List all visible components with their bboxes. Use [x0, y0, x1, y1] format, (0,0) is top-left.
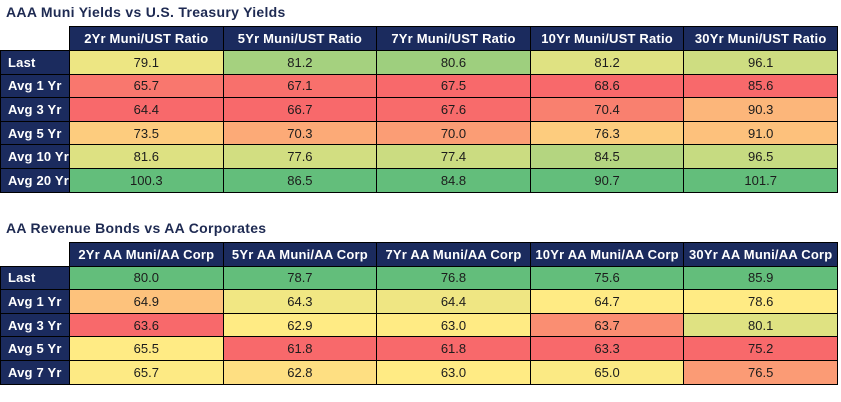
row-label: Last [0, 50, 70, 75]
heatmap-cell: 65.0 [529, 359, 685, 385]
heatmap-cell: 66.7 [222, 97, 378, 122]
heatmap-cell: 64.3 [222, 289, 378, 314]
heatmap-cell: 64.4 [69, 97, 224, 122]
heatmap-cell: 96.5 [683, 144, 838, 169]
table-row: Avg 20 Yr 100.3 86.5 84.8 90.7 101.7 [0, 167, 838, 193]
heatmap-cell: 67.5 [376, 73, 531, 99]
heatmap-cell: 64.7 [529, 289, 685, 314]
heatmap-cell: 80.1 [683, 312, 838, 338]
heatmap-cell: 78.6 [683, 289, 838, 314]
row-label: Avg 20 Yr [0, 167, 70, 193]
table-row: Avg 5 Yr 73.5 70.3 70.0 76.3 91.0 [0, 120, 838, 146]
heatmap-cell: 84.5 [529, 144, 685, 169]
heatmap-cell: 77.4 [376, 144, 531, 169]
table-row: Avg 3 Yr 63.6 62.9 63.0 63.7 80.1 [0, 312, 838, 338]
heatmap-cell: 65.7 [69, 359, 224, 385]
table-row: Avg 3 Yr 64.4 66.7 67.6 70.4 90.3 [0, 97, 838, 122]
column-header: 5Yr AA Muni/AA Corp [222, 241, 378, 267]
table-row: Avg 5 Yr 65.5 61.8 61.8 63.3 75.2 [0, 336, 838, 361]
heatmap-cell: 81.2 [222, 50, 378, 75]
heatmap-cell: 77.6 [222, 144, 378, 169]
heatmap-cell: 80.6 [376, 50, 531, 75]
heatmap-cell: 90.7 [529, 167, 685, 193]
table-row: Last 80.0 78.7 76.8 75.6 85.9 [0, 265, 838, 291]
table-row: Avg 7 Yr 65.7 62.8 63.0 65.0 76.5 [0, 359, 838, 385]
column-header: 30Yr Muni/UST Ratio [683, 26, 838, 51]
heatmap-cell: 80.0 [69, 265, 224, 291]
heatmap-cell: 70.4 [529, 97, 685, 122]
column-header: 2Yr Muni/UST Ratio [69, 26, 224, 51]
header-row: 2Yr AA Muni/AA Corp 5Yr AA Muni/AA Corp 7Y… [1, 241, 838, 267]
header-row: 2Yr Muni/UST Ratio 5Yr Muni/UST Ratio 7Yr … [1, 26, 838, 51]
table-row: Avg 1 Yr 65.7 67.1 67.5 68.6 85.6 [0, 73, 838, 99]
heatmap-cell: 67.6 [376, 97, 531, 122]
row-label: Avg 3 Yr [0, 97, 70, 122]
heatmap-cell: 65.7 [69, 73, 224, 99]
heatmap-cell: 86.5 [222, 167, 378, 193]
heatmap-cell: 91.0 [683, 120, 838, 146]
heatmap-cell: 76.3 [529, 120, 685, 146]
column-header: 7Yr Muni/UST Ratio [376, 26, 531, 51]
heatmap-cell: 78.7 [222, 265, 378, 291]
heatmap-cell: 61.8 [222, 336, 378, 361]
corner-cell [1, 27, 70, 51]
heatmap-cell: 68.6 [529, 73, 685, 99]
heatmap-cell: 75.2 [683, 336, 838, 361]
column-header: 10Yr Muni/UST Ratio [529, 26, 685, 51]
heatmap-cell: 61.8 [376, 336, 531, 361]
heatmap-cell: 70.3 [222, 120, 378, 146]
corner-cell [1, 242, 70, 266]
heatmap-cell: 90.3 [683, 97, 838, 122]
heatmap-cell: 81.2 [529, 50, 685, 75]
row-label: Avg 3 Yr [0, 312, 70, 338]
column-header: 7Yr AA Muni/AA Corp [376, 241, 531, 267]
heatmap-cell: 81.6 [69, 144, 224, 169]
heatmap-cell: 75.6 [529, 265, 685, 291]
heatmap-cell: 64.9 [69, 289, 224, 314]
heatmap-cell: 96.1 [683, 50, 838, 75]
heatmap-cell: 63.7 [529, 312, 685, 338]
row-label: Last [0, 265, 70, 291]
heatmap-cell: 63.3 [529, 336, 685, 361]
column-header: 10Yr AA Muni/AA Corp [529, 241, 685, 267]
heatmap-cell: 62.9 [222, 312, 378, 338]
corporate-ratio-section: AA Revenue Bonds vs AA Corporates 2Yr AA… [0, 220, 841, 385]
row-label: Avg 5 Yr [0, 336, 70, 361]
muni-corp-ratio-table: 2Yr AA Muni/AA Corp 5Yr AA Muni/AA Corp 7Y… [0, 241, 838, 385]
heatmap-cell: 84.8 [376, 167, 531, 193]
heatmap-cell: 64.4 [376, 289, 531, 314]
heatmap-cell: 67.1 [222, 73, 378, 99]
heatmap-cell: 85.6 [683, 73, 838, 99]
column-header: 5Yr Muni/UST Ratio [222, 26, 378, 51]
heatmap-cell: 63.0 [376, 359, 531, 385]
heatmap-cell: 63.0 [376, 312, 531, 338]
heatmap-cell: 79.1 [69, 50, 224, 75]
corporate-table-title: AA Revenue Bonds vs AA Corporates [6, 219, 267, 236]
heatmap-cell: 62.8 [222, 359, 378, 385]
heatmap-cell: 76.5 [683, 359, 838, 385]
heatmap-cell: 101.7 [683, 167, 838, 193]
heatmap-cell: 85.9 [683, 265, 838, 291]
heatmap-cell: 63.6 [69, 312, 224, 338]
row-label: Avg 1 Yr [0, 289, 70, 314]
muni-ratios-report: AAA Muni Yields vs U.S. Treasury Yields … [0, 4, 841, 385]
heatmap-cell: 76.8 [376, 265, 531, 291]
table-row: Last 79.1 81.2 80.6 81.2 96.1 [0, 50, 838, 75]
column-header: 2Yr AA Muni/AA Corp [69, 241, 224, 267]
row-label: Avg 10 Yr [0, 144, 70, 169]
treasury-table-title: AAA Muni Yields vs U.S. Treasury Yields [6, 4, 286, 20]
heatmap-cell: 65.5 [69, 336, 224, 361]
treasury-ratio-section: AAA Muni Yields vs U.S. Treasury Yields … [0, 4, 841, 193]
table-row: Avg 10 Yr 81.6 77.6 77.4 84.5 96.5 [0, 144, 838, 169]
heatmap-cell: 73.5 [69, 120, 224, 146]
row-label: Avg 1 Yr [0, 73, 70, 99]
heatmap-cell: 100.3 [69, 167, 224, 193]
column-header: 30Yr AA Muni/AA Corp [683, 241, 838, 267]
row-label: Avg 5 Yr [0, 120, 70, 146]
muni-ust-ratio-table: 2Yr Muni/UST Ratio 5Yr Muni/UST Ratio 7Yr … [0, 26, 838, 193]
heatmap-cell: 70.0 [376, 120, 531, 146]
row-label: Avg 7 Yr [0, 359, 70, 385]
table-row: Avg 1 Yr 64.9 64.3 64.4 64.7 78.6 [0, 289, 838, 314]
